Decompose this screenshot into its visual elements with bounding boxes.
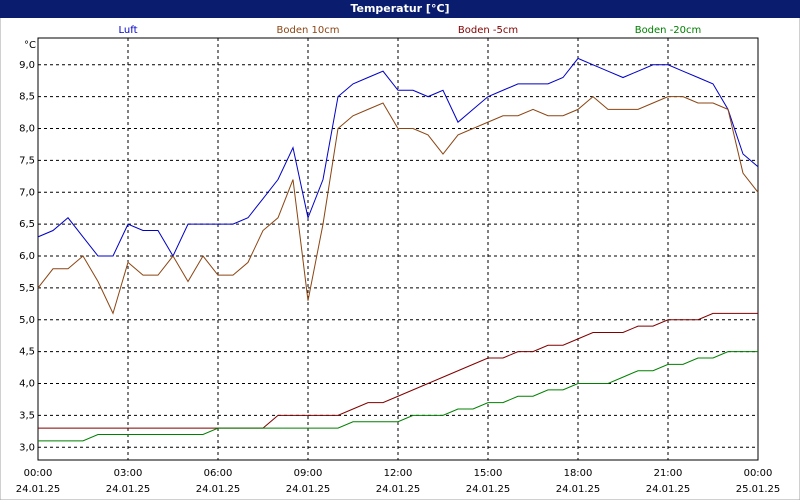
chart-title: Temperatur [°C] — [350, 2, 449, 15]
y-tick-label: 8,5 — [19, 92, 35, 103]
x-tick-date: 24.01.25 — [196, 484, 241, 495]
legend-entry: Boden -20cm — [635, 25, 702, 36]
legend-entry: Boden 10cm — [277, 25, 340, 36]
y-tick-label: 7,0 — [19, 187, 35, 198]
y-tick-label: 3,5 — [19, 410, 35, 421]
x-tick-label: 03:00 — [114, 468, 143, 479]
legend-entry: Boden -5cm — [458, 25, 518, 36]
x-tick-label: 21:00 — [654, 468, 683, 479]
title-bar — [0, 0, 800, 18]
x-tick-label: 06:00 — [204, 468, 233, 479]
x-tick-date: 24.01.25 — [646, 484, 691, 495]
x-tick-label: 00:00 — [24, 468, 53, 479]
x-tick-label: 00:00 — [744, 468, 773, 479]
x-tick-date: 24.01.25 — [106, 484, 151, 495]
y-tick-label: 7,5 — [19, 155, 35, 166]
y-tick-label: 6,0 — [19, 251, 35, 262]
x-tick-date: 25.01.25 — [736, 484, 781, 495]
x-tick-date: 24.01.25 — [466, 484, 511, 495]
legend-entry: Luft — [119, 25, 138, 36]
y-tick-label: 9,0 — [19, 60, 35, 71]
series-line — [38, 312, 758, 429]
series-line — [38, 351, 758, 442]
x-tick-label: 09:00 — [294, 468, 323, 479]
y-unit: °C — [24, 40, 36, 51]
x-tick-date: 24.01.25 — [376, 484, 421, 495]
x-tick-label: 18:00 — [564, 468, 593, 479]
y-tick-label: 5,5 — [19, 283, 35, 294]
x-tick-date: 24.01.25 — [16, 484, 61, 495]
x-tick-date: 24.01.25 — [556, 484, 601, 495]
series-line — [37, 95, 759, 315]
y-tick-label: 3,0 — [19, 442, 35, 453]
series-line — [37, 57, 759, 258]
x-tick-label: 12:00 — [384, 468, 413, 479]
y-tick-label: 5,0 — [19, 315, 35, 326]
x-tick-label: 15:00 — [474, 468, 503, 479]
y-tick-label: 6,5 — [19, 219, 35, 230]
y-tick-label: 8,0 — [19, 124, 35, 135]
y-tick-label: 4,5 — [19, 347, 35, 358]
x-tick-date: 24.01.25 — [286, 484, 331, 495]
y-tick-label: 4,0 — [19, 379, 35, 390]
